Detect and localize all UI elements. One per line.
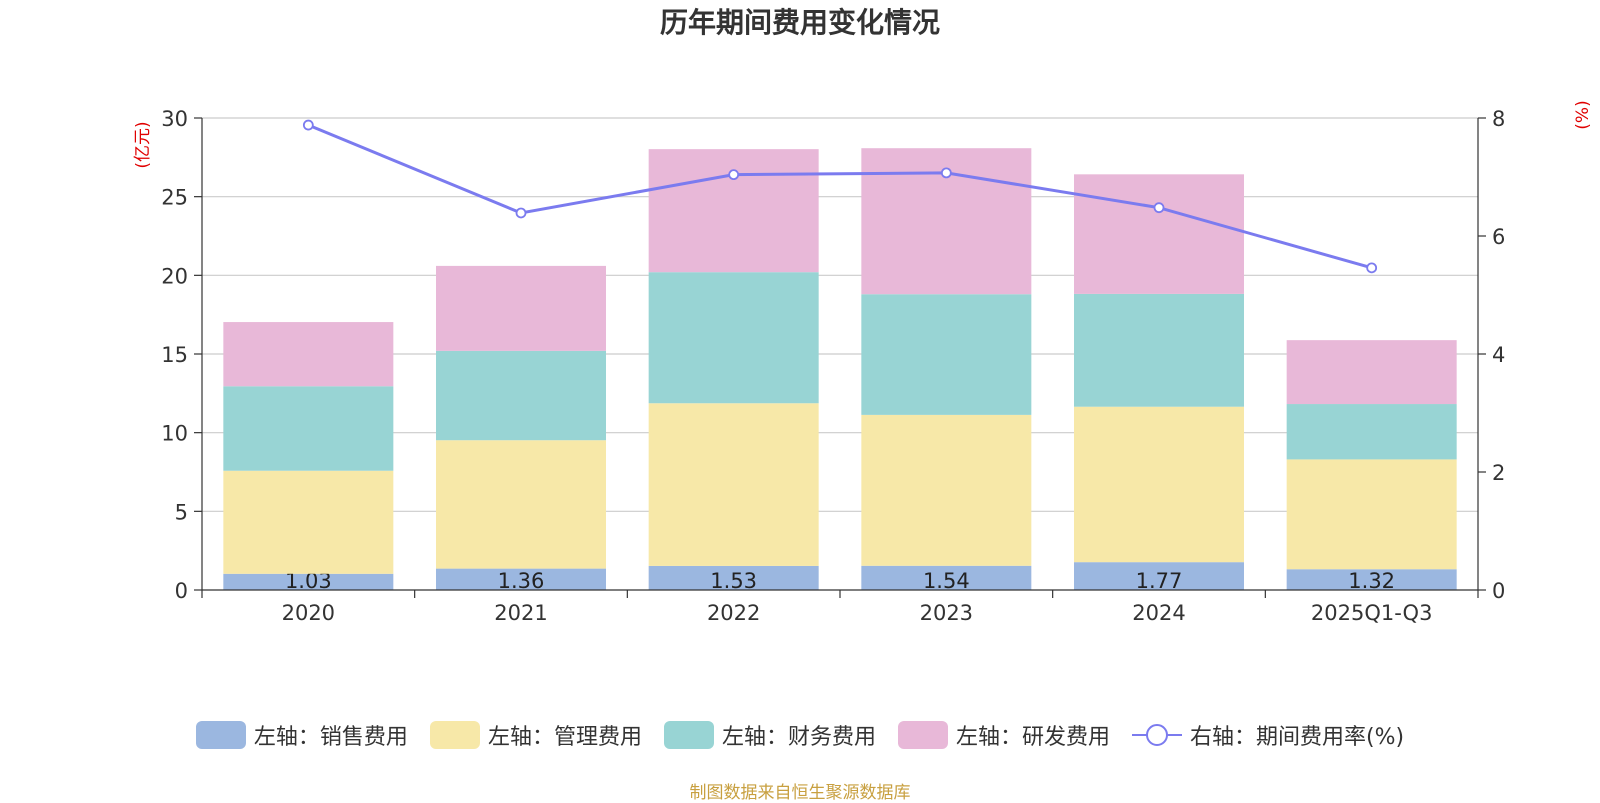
bar-data-label: 1.32 [1348,569,1395,593]
bar-segment [1074,406,1244,563]
bar-data-label: 1.53 [710,569,757,593]
legend-item-rnd[interactable]: 左轴：研发费用 [897,719,1110,751]
rate-point [515,207,527,219]
x-axis-tick-label: 2020 [282,601,335,625]
legend-swatch-admin [429,721,480,749]
bar-segment [223,470,394,574]
left-axis-tick-label: 20 [161,264,188,288]
bar-segment [648,272,819,404]
rate-point [302,119,314,131]
axes: 0 5 10 15 20 25 30 0 2 4 6 8 2020 2021 2022 2023 2024 202… [161,107,1505,625]
bars: 1.03 1.36 1.53 1.54 1.77 1.32 [223,148,1457,593]
bar-segment [648,403,819,566]
right-axis-label: (%) [1573,100,1593,129]
left-axis-label: (亿元) [133,121,153,168]
bar-segment [1074,174,1244,294]
bar-segment [223,573,394,590]
legend-label-rate: 右轴：期间费用率(%) [1189,725,1405,750]
legend-item-rate[interactable]: 右轴：期间费用率(%) [1131,719,1405,751]
x-axis-tick-label: 2022 [707,601,760,625]
bar-segment [223,386,394,471]
source-note: 制图数据来自恒生聚源数据库 [689,783,911,803]
right-axis-tick-label: 2 [1492,461,1505,485]
legend-swatch-rnd [897,721,948,749]
grid-lines [202,117,1478,512]
right-axis-tick-label: 8 [1492,107,1505,131]
bar-segment [1286,404,1457,460]
rate-point [940,167,952,179]
legend: 左轴：销售费用 左轴：管理费用 左轴：财务费用 左轴：研发费用 右轴：期间费用率… [0,718,1600,752]
rate-point [1153,202,1165,214]
legend-swatch-finance [663,721,714,749]
rate-line [302,119,1378,274]
legend-item-admin[interactable]: 左轴：管理费用 [429,719,642,751]
x-axis-tick-label: 2021 [494,601,547,625]
bar-segment [436,440,606,569]
legend-label-admin: 左轴：管理费用 [487,725,642,750]
legend-label-sales: 左轴：销售费用 [253,725,408,750]
rate-polyline [307,123,1373,270]
rate-point [728,169,740,181]
legend-item-finance[interactable]: 左轴：财务费用 [663,719,876,751]
x-axis-tick-label: 2025Q1-Q3 [1311,601,1433,625]
bar-segment [861,565,1032,590]
legend-swatch-sales [195,721,246,749]
bar-segment [648,149,819,273]
bar-data-label: 1.36 [498,569,545,593]
chart-svg: 历年期间费用变化情况 1.03 1.36 1.53 1.54 1.77 1.32 0510… [133,6,1593,625]
x-axis-tick-label: 2023 [920,601,973,625]
bar-segment [861,294,1032,415]
bar-data-label: 1.54 [923,569,970,593]
bar-segment [648,565,819,590]
bar-data-label: 1.77 [1136,569,1183,593]
bar-segment [436,265,606,351]
left-axis-tick-label: 25 [161,186,188,210]
bar-segment [1074,562,1244,590]
bar-segment [1074,293,1244,407]
bar-segment [861,414,1032,566]
bar-segment [223,322,394,387]
rate-point [1366,262,1378,274]
left-axis-tick-label: 0 [175,579,188,603]
right-axis-tick-label: 6 [1492,225,1505,249]
legend-item-sales[interactable]: 左轴：销售费用 [195,719,408,751]
right-axis-tick-label: 4 [1492,343,1505,367]
bar-segment [436,568,606,590]
bar-segment [1286,459,1457,570]
x-axis-tick-label: 2024 [1132,601,1185,625]
legend-label-finance: 左轴：财务费用 [721,725,876,750]
left-axis-tick-label: 30 [161,107,188,131]
chart-title: 历年期间费用变化情况 [660,6,940,39]
legend-line-marker-icon [1131,724,1182,746]
legend-label-rnd: 左轴：研发费用 [955,725,1110,750]
bar-segment [1286,340,1457,405]
bar-segment [1286,569,1457,590]
left-axis-tick-label: 15 [161,343,188,367]
left-axis-tick-label: 10 [161,422,188,446]
right-axis-tick-label: 0 [1492,579,1505,603]
left-axis-tick-label: 5 [175,500,188,524]
bar-segment [436,350,606,441]
